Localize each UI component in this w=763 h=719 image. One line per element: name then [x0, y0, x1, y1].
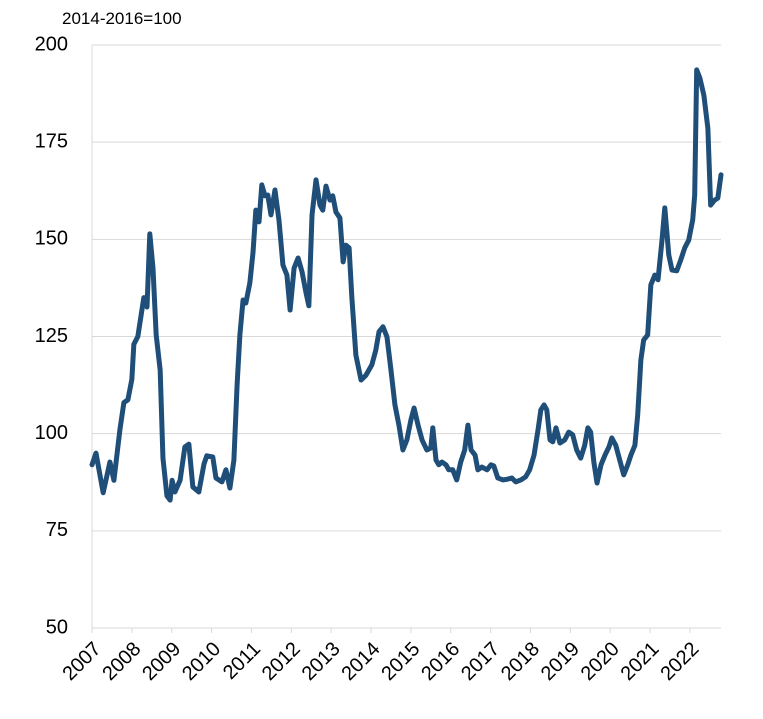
x-tick-label: 2011 [219, 638, 265, 684]
x-tick-label: 2020 [577, 638, 624, 685]
y-tick-label: 150 [35, 228, 68, 250]
x-tick-label: 2022 [656, 638, 703, 685]
y-tick-label: 200 [35, 33, 68, 55]
x-tick-label: 2013 [298, 638, 345, 685]
y-axis-label: 2014-2016=100 [62, 9, 182, 28]
y-tick-label: 75 [46, 519, 68, 541]
x-tick-label: 2010 [178, 638, 225, 685]
x-tick-label: 2021 [617, 638, 664, 685]
y-tick-label: 100 [35, 422, 68, 444]
x-tick-label: 2017 [457, 638, 504, 685]
x-tick-label: 2018 [497, 638, 544, 685]
x-tick-label: 2009 [138, 638, 185, 685]
data-line [89, 67, 724, 503]
y-tick-label: 50 [46, 616, 68, 638]
x-tick-label: 2008 [98, 638, 145, 685]
y-tick-label: 175 [35, 130, 68, 152]
x-tick-label: 2016 [417, 638, 464, 685]
y-tick-label: 125 [35, 325, 68, 347]
x-tick-label: 2015 [377, 638, 424, 685]
x-tick-label: 2019 [537, 638, 584, 685]
x-tick-label: 2012 [258, 638, 305, 685]
x-tick-label: 2007 [59, 638, 106, 685]
x-tick-label: 2014 [338, 638, 385, 685]
